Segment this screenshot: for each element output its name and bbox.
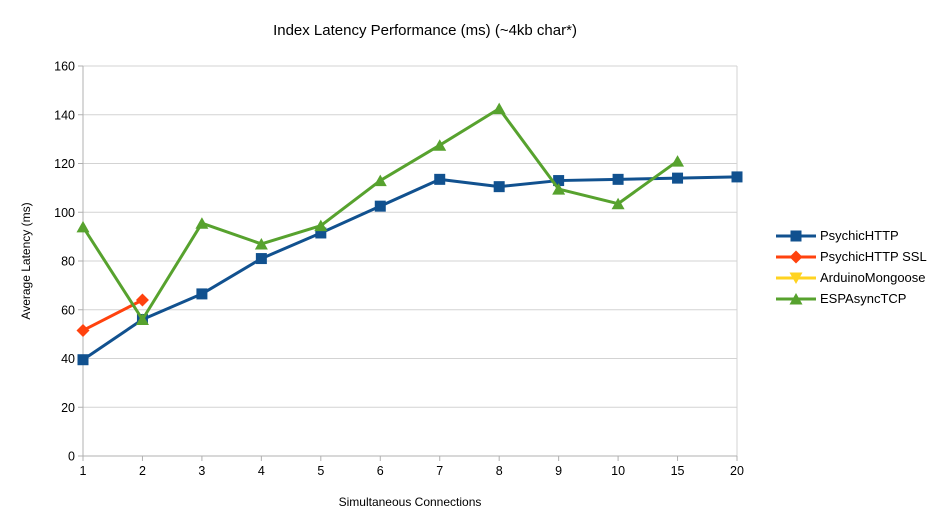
data-point-psychichttp: [731, 171, 743, 183]
y-tick-label: 100: [54, 206, 75, 220]
legend-item-arduinomongoose: ArduinoMongoose: [776, 267, 927, 288]
x-tick-label: 2: [139, 464, 146, 478]
data-point-psychichttp: [374, 200, 386, 212]
legend-item-espasynctcp: ESPAsyncTCP: [776, 288, 927, 309]
x-tick-label: 20: [730, 464, 744, 478]
data-point-espasynctcp: [195, 217, 209, 229]
data-point-psychichttp: [553, 175, 565, 187]
data-point-psychichttp-ssl: [76, 323, 90, 337]
y-tick-label: 60: [61, 303, 75, 317]
legend-marker-icon: [789, 272, 803, 284]
triangle-up-legend-icon: [776, 292, 816, 304]
data-point-psychichttp: [77, 354, 89, 366]
data-point-psychichttp: [612, 173, 624, 185]
data-point-espasynctcp: [492, 102, 506, 115]
y-tick-label: 120: [54, 157, 75, 171]
series-line-espasynctcp: [81, 107, 679, 321]
x-tick-label: 1: [80, 464, 87, 478]
x-tick-label: 6: [377, 464, 384, 478]
y-tick-label: 160: [54, 60, 75, 74]
legend-marker-icon: [789, 292, 803, 304]
data-point-psychichttp: [493, 181, 505, 193]
y-tick-label: 80: [61, 255, 75, 269]
x-tick-label: 4: [258, 464, 265, 478]
legend-label: PsychicHTTP SSL: [820, 249, 927, 264]
data-point-espasynctcp: [671, 155, 685, 167]
y-tick-label: 40: [61, 352, 75, 366]
y-tick-label: 140: [54, 108, 75, 122]
data-point-espasynctcp: [254, 237, 268, 250]
legend: PsychicHTTP PsychicHTTP SSL ArduinoMongoos…: [776, 225, 927, 309]
legend-label: ArduinoMongoose: [820, 270, 926, 285]
x-tick-label: 15: [671, 464, 685, 478]
x-tick-label: 8: [496, 464, 503, 478]
data-point-psychichttp: [672, 172, 684, 184]
legend-label: PsychicHTTP: [820, 228, 899, 243]
x-tick-label: 7: [436, 464, 443, 478]
data-point-espasynctcp: [76, 220, 90, 233]
data-point-espasynctcp: [552, 183, 566, 195]
legend-item-psychichttp: PsychicHTTP: [776, 225, 927, 246]
legend-item-psychichttp-ssl: PsychicHTTP SSL: [776, 246, 927, 267]
x-tick-label: 9: [555, 464, 562, 478]
diamond-legend-icon: [776, 250, 816, 263]
triangle-down-legend-icon: [776, 272, 816, 284]
data-point-psychichttp: [315, 227, 327, 239]
data-point-espasynctcp: [433, 139, 447, 151]
series-line-psychichttp: [82, 175, 738, 361]
chart-title: Index Latency Performance (ms) (~4kb cha…: [273, 22, 577, 39]
data-point-psychichttp: [196, 288, 208, 300]
square-legend-icon: [776, 230, 816, 241]
legend-marker-icon: [790, 230, 802, 241]
x-tick-label: 10: [611, 464, 625, 478]
data-point-psychichttp: [255, 253, 267, 265]
data-point-psychichttp: [434, 173, 446, 185]
y-tick-label: 20: [61, 401, 75, 415]
data-point-espasynctcp: [135, 313, 149, 325]
x-tick-label: 3: [198, 464, 205, 478]
legend-marker-icon: [789, 250, 803, 263]
data-point-espasynctcp: [373, 174, 387, 187]
data-point-psychichttp-ssl: [135, 293, 149, 307]
legend-label: ESPAsyncTCP: [820, 291, 907, 306]
y-tick-label: 0: [68, 450, 75, 464]
x-axis-title: Simultaneous Connections: [338, 495, 482, 509]
data-point-espasynctcp: [314, 219, 328, 232]
data-point-espasynctcp: [611, 197, 625, 210]
x-tick-label: 5: [317, 464, 324, 478]
